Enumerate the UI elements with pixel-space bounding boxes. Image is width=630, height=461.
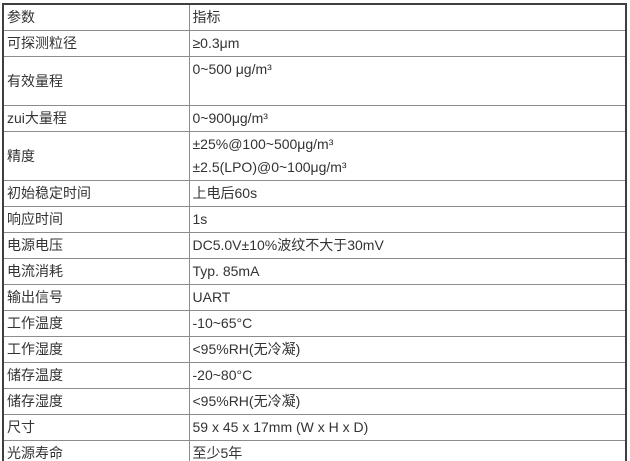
- spec-table-body: 参数 指标 可探测粒径 ≥0.3μm 有效量程 0~500 μg/m³ zui大…: [2, 3, 627, 461]
- value-cell: Typ. 85mA: [188, 258, 627, 285]
- param-cell: 电源电压: [2, 232, 190, 259]
- value-cell: 至少5年: [188, 440, 627, 461]
- param-cell: 有效量程: [2, 56, 190, 106]
- value-header-label: 指标: [192, 9, 221, 25]
- table-row: 工作湿度 <95%RH(无冷凝): [2, 336, 627, 363]
- param-cell: 响应时间: [2, 206, 190, 233]
- value-cell: ≥0.3μm: [188, 30, 627, 57]
- table-row: 初始稳定时间 上电后60s: [2, 180, 627, 207]
- param-cell: 光源寿命: [2, 440, 190, 461]
- value-cell: 0~500 μg/m³: [188, 56, 627, 106]
- table-row: 储存湿度 <95%RH(无冷凝): [2, 388, 627, 415]
- param-cell: 可探测粒径: [2, 30, 190, 57]
- table-row: 储存温度 -20~80°C: [2, 362, 627, 389]
- param-cell: 输出信号: [2, 284, 190, 311]
- value-cell: 0~900μg/m³: [188, 105, 627, 132]
- table-row: 电流消耗 Typ. 85mA: [2, 258, 627, 285]
- table-row: 输出信号 UART: [2, 284, 627, 311]
- value-cell: <95%RH(无冷凝): [188, 388, 627, 415]
- table-row: 光源寿命 至少5年: [2, 440, 627, 461]
- value-cell: -20~80°C: [188, 362, 627, 389]
- value-cell: ±25%@100~500μg/m³ ±2.5(LPO)@0~100μg/m³: [188, 131, 627, 181]
- param-cell: 初始稳定时间: [2, 180, 190, 207]
- param-cell: 储存温度: [2, 362, 190, 389]
- table-row: zui大量程 0~900μg/m³: [2, 105, 627, 132]
- value-cell: -10~65°C: [188, 310, 627, 337]
- value-column-header: 指标: [188, 3, 627, 31]
- table-row: 工作温度 -10~65°C: [2, 310, 627, 337]
- value-cell: 上电后60s: [188, 180, 627, 207]
- value-cell: <95%RH(无冷凝): [188, 336, 627, 363]
- param-cell: 工作湿度: [2, 336, 190, 363]
- value-cell: UART: [188, 284, 627, 311]
- table-row: 可探测粒径 ≥0.3μm: [2, 30, 627, 57]
- spec-table: 参数 指标 可探测粒径 ≥0.3μm 有效量程 0~500 μg/m³ zui大…: [2, 3, 627, 461]
- param-cell: 储存湿度: [2, 388, 190, 415]
- table-row: 精度 ±25%@100~500μg/m³ ±2.5(LPO)@0~100μg/m³: [2, 131, 627, 181]
- param-column-header: 参数: [2, 3, 190, 31]
- value-cell: 1s: [188, 206, 627, 233]
- value-cell: 59 x 45 x 17mm (W x H x D): [188, 414, 627, 441]
- value-cell: DC5.0V±10%波纹不大于30mV: [188, 232, 627, 259]
- table-row: 有效量程 0~500 μg/m³: [2, 56, 627, 106]
- table-row: 响应时间 1s: [2, 206, 627, 233]
- param-header-label: 参数: [7, 9, 35, 25]
- table-row: 尺寸 59 x 45 x 17mm (W x H x D): [2, 414, 627, 441]
- param-cell: zui大量程: [2, 105, 190, 132]
- param-cell: 精度: [2, 131, 190, 181]
- table-row: 电源电压 DC5.0V±10%波纹不大于30mV: [2, 232, 627, 259]
- param-cell: 尺寸: [2, 414, 190, 441]
- table-header-row: 参数 指标: [2, 3, 627, 31]
- param-cell: 电流消耗: [2, 258, 190, 285]
- param-cell: 工作温度: [2, 310, 190, 337]
